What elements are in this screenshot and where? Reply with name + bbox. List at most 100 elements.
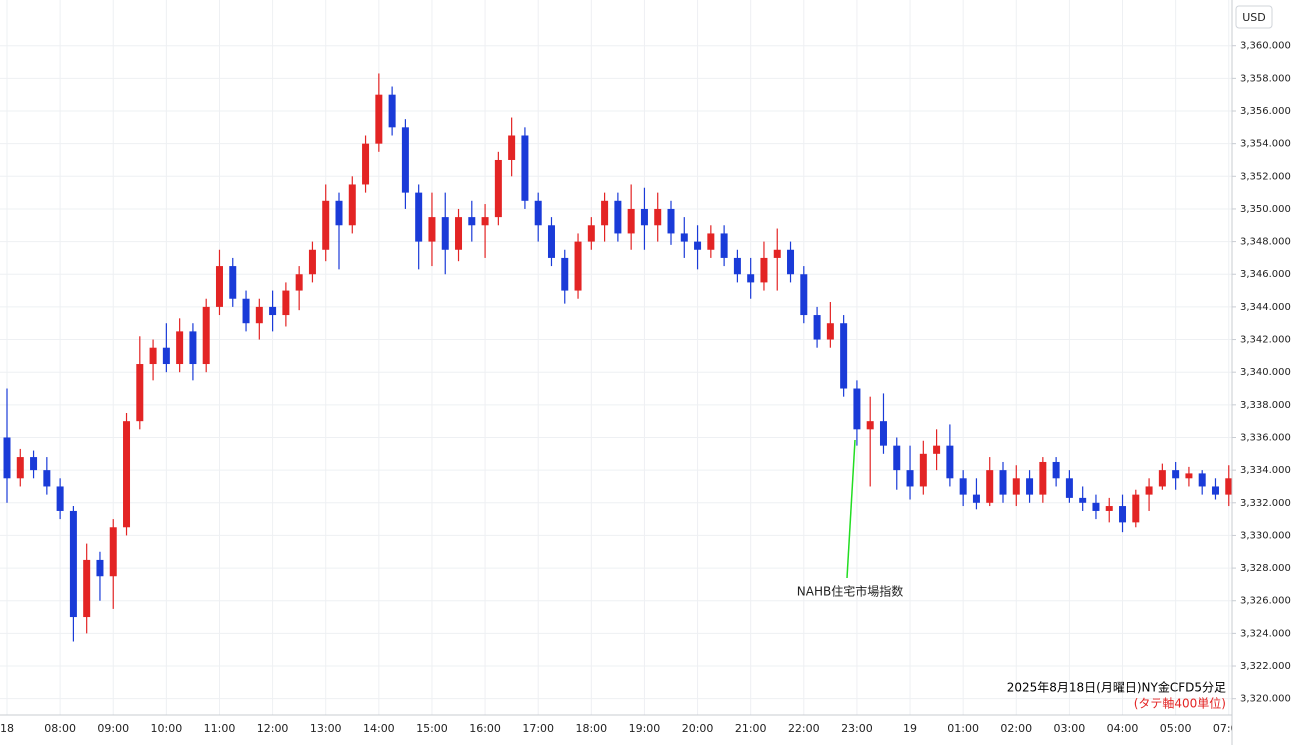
candle-body [362,143,370,185]
candle-body [773,249,781,258]
candle-body [720,233,728,258]
candle-body [229,266,237,299]
x-tick-label: 19:00 [629,722,661,735]
candle-body [919,453,927,487]
y-tick-label: 3,344.000 [1240,302,1291,313]
candle-body [680,233,688,242]
candle-body [826,323,834,340]
candle-body [587,225,595,242]
candle-body [866,421,874,430]
annotation: NAHB住宅市場指数 [797,584,903,599]
candle-body [1039,461,1047,495]
candle-body [946,445,954,479]
currency: USD [1242,11,1266,24]
candle-body [109,527,117,577]
candle-body [574,241,582,291]
candle-body [282,290,290,316]
candle-body [787,249,795,275]
candle-body [879,421,887,446]
y-tick-label: 3,348.000 [1240,237,1291,248]
candle-body [627,208,635,234]
y-tick-label: 3,336.000 [1240,432,1291,443]
y-tick-label: 3,360.000 [1240,41,1291,52]
candle-body [747,274,755,283]
y-tick-label: 3,350.000 [1240,204,1291,215]
candle-body [800,274,808,316]
grid [0,0,1232,715]
x-tick-label: 07:00 [1213,722,1245,735]
y-tick-label: 3,324.000 [1240,628,1291,639]
x-tick-label: 23:00 [841,722,873,735]
candle-body [401,127,409,193]
candle-body [441,217,449,250]
candle-body [176,331,184,365]
candle-body [534,200,542,226]
candle-body [215,266,223,307]
footnote-scale: (タテ軸400単位) [1134,696,1226,711]
x-tick-label: 04:00 [1107,722,1139,735]
candle-body [760,257,768,283]
candle-body [1145,486,1153,495]
y-tick-label: 3,354.000 [1240,139,1291,150]
candle-body [1119,506,1127,523]
candle-body [733,257,741,275]
candle-body [1105,506,1113,511]
y-tick-label: 3,334.000 [1240,465,1291,476]
candle-body [468,217,476,226]
candle-body [1065,478,1073,498]
candle-body [494,159,502,218]
candle-body [335,200,343,226]
candle-body [1132,494,1140,523]
candle-body [202,306,210,365]
candle-body [1026,478,1034,495]
candle-body [601,200,609,226]
candle-body [149,347,157,365]
candle-body [189,331,197,365]
y-tick-label: 3,332.000 [1240,498,1291,509]
candle-body [1211,486,1219,495]
y-tick-label: 3,358.000 [1240,73,1291,84]
candle-body [1172,470,1180,479]
candle-body [375,94,383,144]
y-tick-label: 3,346.000 [1240,269,1291,280]
candle-body [16,457,24,479]
candle-body [1012,478,1020,495]
y-tick-label: 3,320.000 [1240,694,1291,705]
x-tick-label: 08:00 [44,722,76,735]
y-tick-label: 3,322.000 [1240,661,1291,672]
candle-body [162,347,170,365]
y-tick-label: 3,328.000 [1240,563,1291,574]
x-tick-label: 12:00 [257,722,289,735]
candle-body [1079,497,1087,503]
candle-body [43,470,51,487]
candle-body [455,217,463,250]
x-tick-label: 14:00 [363,722,395,735]
candle-body [123,421,131,528]
x-tick-label: 18:00 [575,722,607,735]
candle-body [1052,461,1060,479]
candle-body [640,208,648,226]
x-tick-label: 21:00 [735,722,767,735]
candle-body [242,298,250,324]
x-tick-label: 11:00 [204,722,236,735]
candle-body [1225,478,1233,495]
candle-body [1092,502,1100,511]
footnote: 2025年8月18日(月曜日)NY金CFD5分足 [1007,680,1226,695]
x-tick-label: 20:00 [682,722,714,735]
candle-body [893,445,901,471]
candle-body [1158,470,1166,487]
candle-body [521,135,529,201]
candle-body [348,184,356,226]
x-tick-label: 10:00 [151,722,183,735]
candle-body [813,315,821,340]
candle-body [96,559,104,577]
candle-body [694,241,702,250]
candle-body [83,559,91,618]
x-tick-label: 09:00 [97,722,129,735]
candles [3,73,1233,642]
candle-body [853,388,861,430]
candle-body [308,249,316,275]
candle-body [269,306,277,316]
candle-body [56,486,64,511]
